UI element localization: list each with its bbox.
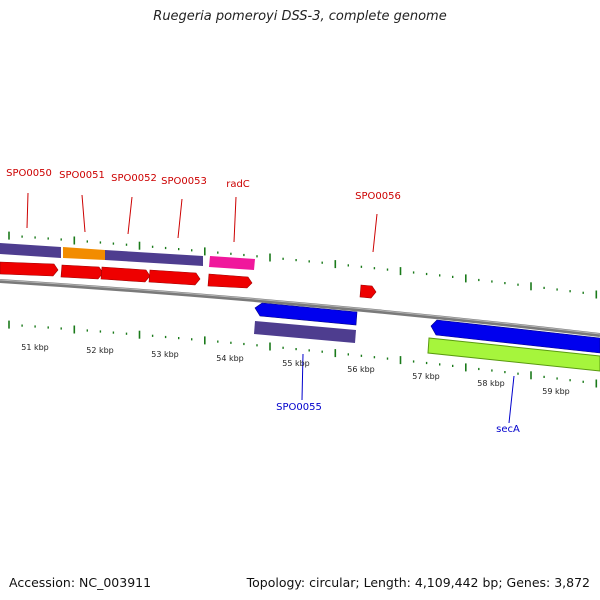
kbp-label: 57 kbp — [412, 372, 440, 381]
reverse-gene-row — [254, 302, 600, 354]
feature-bar[interactable] — [209, 256, 255, 270]
kbp-label: 58 kbp — [477, 379, 505, 388]
reverse-feature-row — [254, 321, 600, 372]
gene-arrow-forward[interactable] — [0, 261, 59, 277]
kbp-label: 51 kbp — [21, 343, 49, 352]
forward-gene-row — [0, 261, 377, 299]
genome-backbone — [0, 279, 600, 337]
gene-label[interactable]: secA — [496, 424, 520, 435]
gene-label[interactable]: SPO0055 — [276, 402, 322, 413]
kbp-label: 53 kbp — [151, 350, 179, 359]
gene-labels: SPO0050 SPO0051 SPO0052 SPO0053 radC SPO… — [6, 168, 520, 435]
feature-bar[interactable] — [254, 321, 356, 343]
kbp-label: 59 kbp — [542, 387, 570, 396]
gene-arrow-forward[interactable] — [100, 266, 151, 283]
map-title: Ruegeria pomeroyi DSS-3, complete genome — [153, 9, 447, 24]
upper-tick-track — [8, 231, 598, 299]
gene-callouts — [26, 192, 515, 424]
gene-arrow-reverse[interactable] — [430, 319, 600, 354]
gene-label[interactable]: radC — [226, 179, 250, 190]
gene-arrow-forward[interactable] — [60, 264, 104, 280]
gene-arrow-forward[interactable] — [359, 284, 377, 299]
gene-label[interactable]: SPO0050 — [6, 168, 52, 179]
genome-backbone-highlight — [0, 279, 600, 335]
gene-label[interactable]: SPO0053 — [161, 176, 207, 187]
feature-bar[interactable] — [0, 243, 61, 258]
feature-bar[interactable] — [105, 250, 203, 266]
kbp-label: 56 kbp — [347, 365, 375, 374]
gene-label[interactable]: SPO0056 — [355, 191, 401, 202]
feature-bar[interactable] — [427, 337, 600, 372]
lower-tick-track — [8, 320, 598, 388]
kbp-label: 52 kbp — [86, 346, 114, 355]
gene-arrow-reverse[interactable] — [254, 302, 358, 326]
genome-stats-text: Topology: circular; Length: 4,109,442 bp… — [246, 575, 590, 590]
forward-feature-row — [0, 243, 255, 270]
accession-text: Accession: NC_003911 — [9, 575, 152, 590]
gene-label[interactable]: SPO0051 — [59, 170, 105, 181]
kbp-label: 54 kbp — [216, 354, 244, 363]
feature-bar[interactable] — [63, 247, 105, 260]
gene-arrow-forward[interactable] — [207, 273, 253, 289]
gene-label[interactable]: SPO0052 — [111, 173, 157, 184]
gene-arrow-forward[interactable] — [148, 269, 201, 286]
kbp-ruler-labels: 51 kbp 52 kbp 53 kbp 54 kbp 55 kbp 56 kb… — [21, 343, 570, 396]
kbp-label: 55 kbp — [282, 359, 310, 368]
